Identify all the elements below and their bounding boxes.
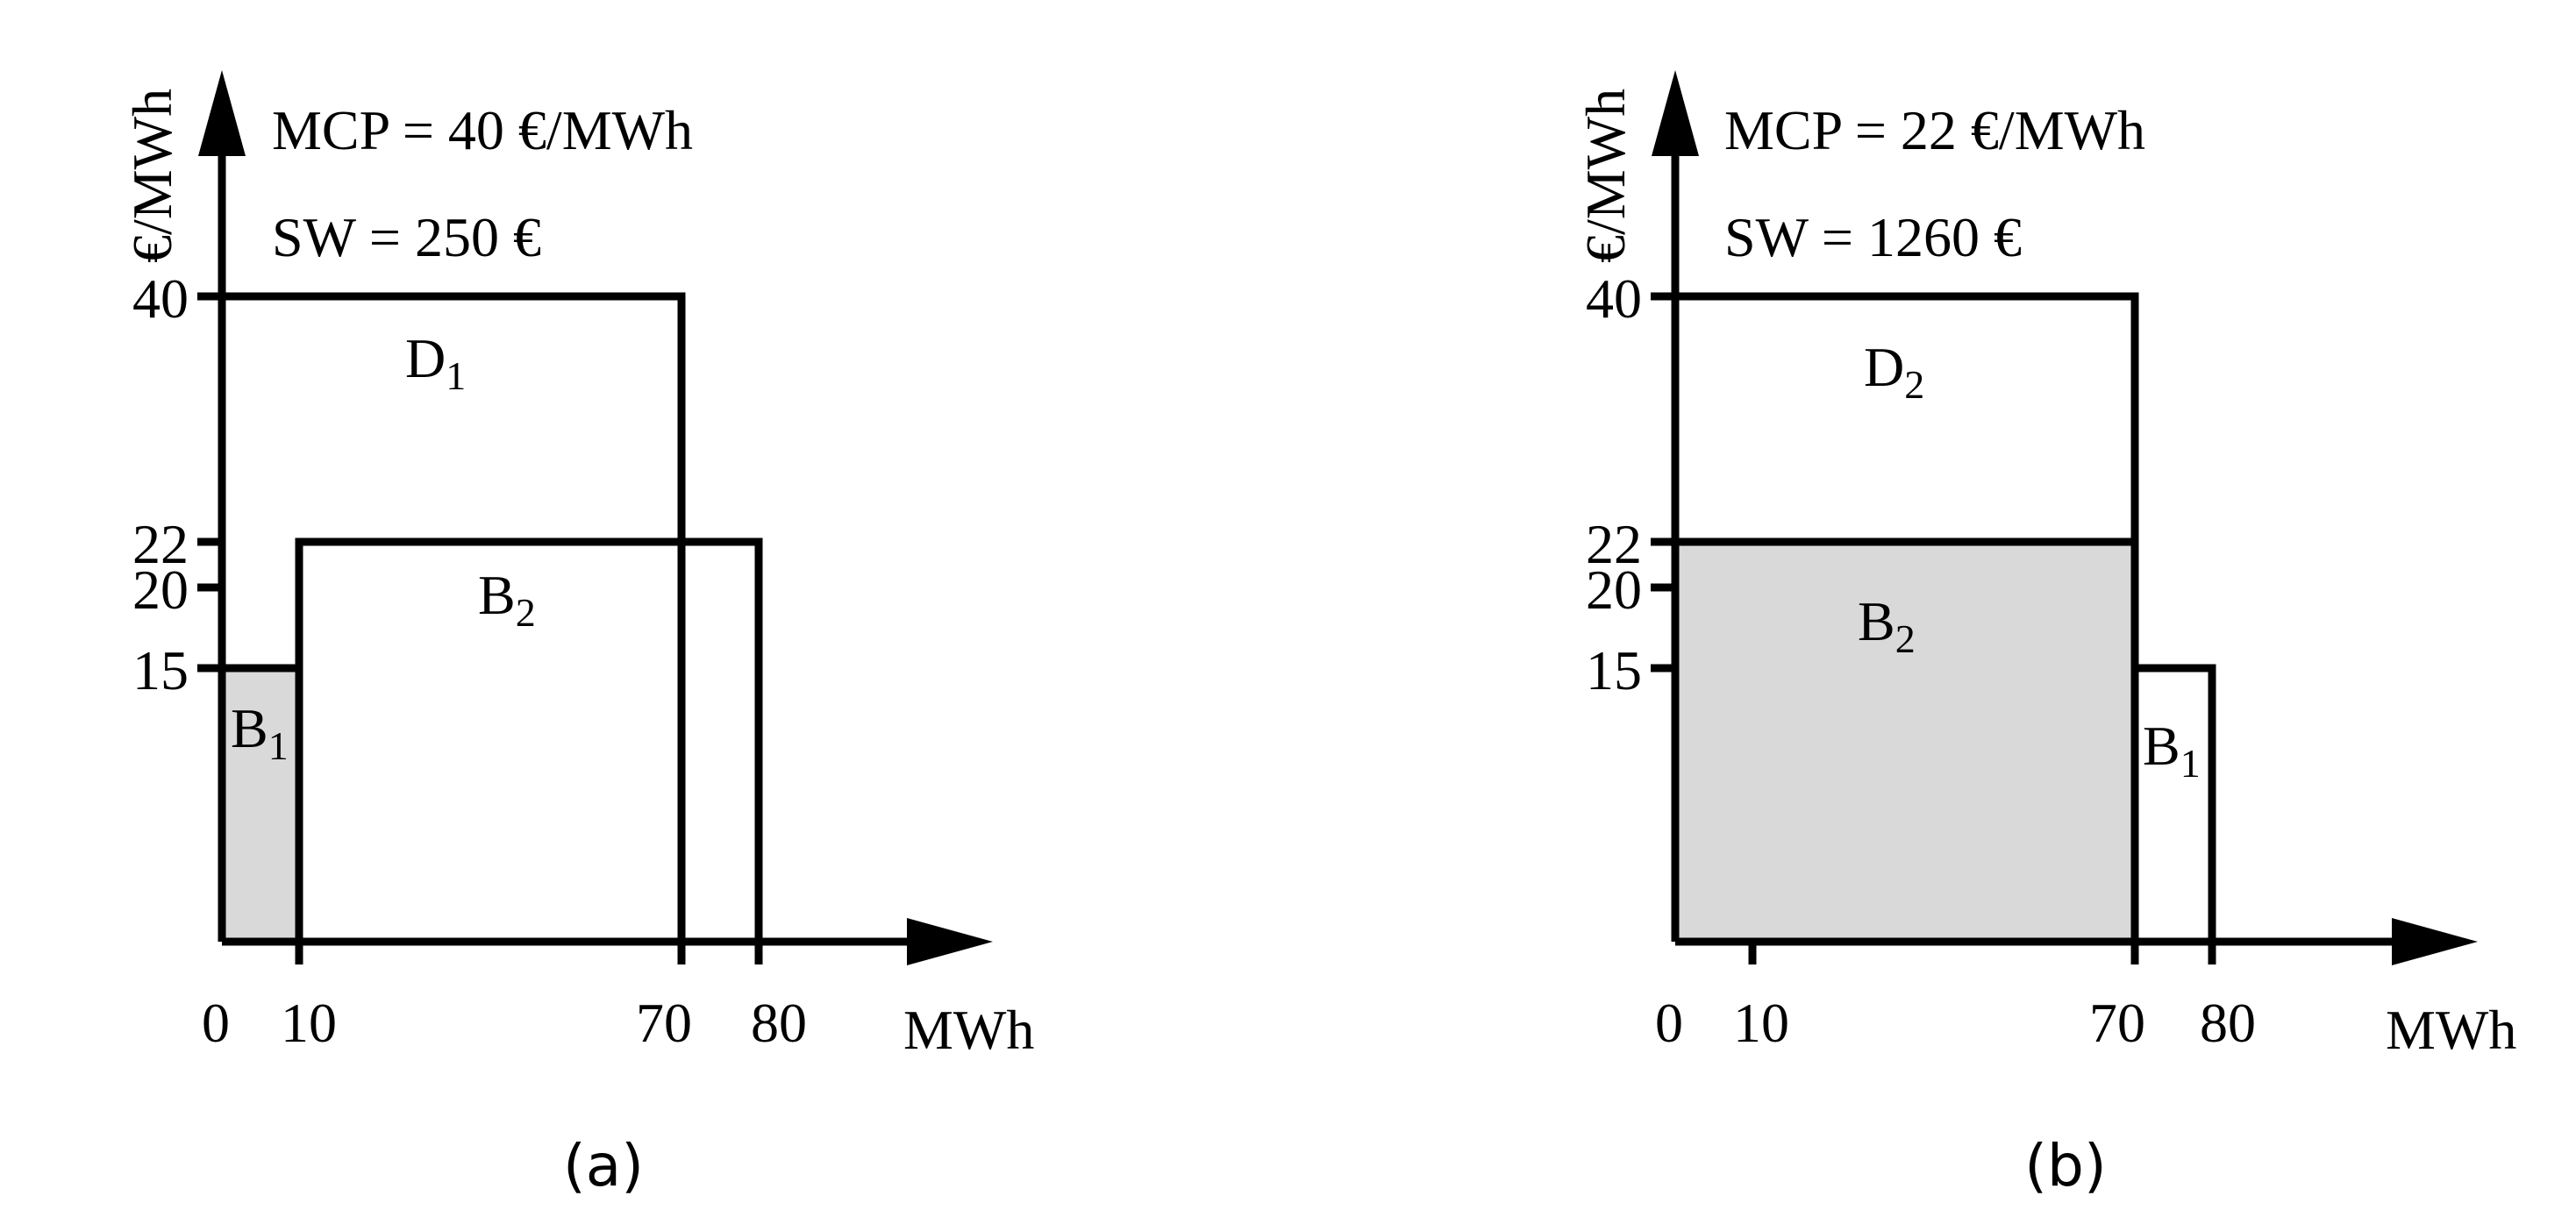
panel-b-y-axis-label: €/MWh [1574, 89, 1637, 263]
panel-a: 40 22 20 15 0 10 70 80 €/MWh MWh MCP = 4… [121, 70, 1034, 1199]
panel-a-y-tick-label-20: 20 [132, 559, 189, 621]
panel-a-x-tick-label-80: 80 [751, 992, 807, 1054]
panel-b-x-axis-label: MWh [2386, 999, 2516, 1061]
panel-b-b2-block-fill [1675, 542, 2135, 942]
panel-b-d2-block [1675, 292, 2139, 942]
panel-a-caption: (a) [563, 1132, 644, 1199]
panel-b-y-axis-arrow [1652, 70, 1699, 156]
panel-a-b2-label: B2 [478, 564, 536, 635]
panel-a-d1-block [222, 292, 686, 942]
panel-a-b1-block-fill [222, 668, 299, 942]
panel-b: 40 22 20 15 0 10 70 80 €/MWh MWh MCP = 2… [1574, 70, 2516, 1199]
panel-a-x-tick-label-70: 70 [636, 992, 692, 1054]
panel-b-y-tick-label-22: 22 [1586, 513, 1642, 575]
panel-a-y-axis-label: €/MWh [121, 89, 183, 263]
panel-b-b1-label: B1 [2143, 715, 2201, 786]
panel-b-y-tick-label-15: 15 [1586, 639, 1642, 701]
panel-a-y-axis-arrow [198, 70, 246, 156]
panel-a-x-tick-label-0: 0 [202, 992, 230, 1054]
panel-a-mcp-label: MCP = 40 €/MWh [272, 99, 693, 161]
panel-b-b2-label: B2 [1858, 590, 1916, 661]
panel-a-b2-block [295, 537, 763, 942]
panel-a-b1-label: B1 [231, 697, 289, 768]
panel-b-x-tick-label-70: 70 [2089, 992, 2145, 1054]
panel-b-x-tick-label-10: 10 [1733, 992, 1789, 1054]
panel-b-caption: (b) [2024, 1132, 2106, 1199]
panel-a-x-axis-label: MWh [903, 999, 1034, 1061]
panel-b-x-tick-label-80: 80 [2200, 992, 2256, 1054]
panel-b-y-tick-label-20: 20 [1586, 559, 1642, 621]
panel-b-y-tick-label-40: 40 [1586, 267, 1642, 330]
panel-a-sw-label: SW = 250 € [272, 206, 541, 268]
panel-b-b1-block [2135, 664, 2216, 942]
panel-b-x-tick-label-0: 0 [1655, 992, 1683, 1054]
panel-a-d1-label: D1 [405, 327, 466, 398]
panel-a-x-axis-arrow [907, 918, 993, 965]
panel-b-x-axis-arrow [2392, 918, 2478, 965]
panel-a-y-tick-label-40: 40 [132, 267, 189, 330]
panel-b-d2-label: D2 [1864, 336, 1924, 407]
panel-b-mcp-label: MCP = 22 €/MWh [1724, 99, 2145, 161]
panel-b-sw-label: SW = 1260 € [1724, 206, 2022, 268]
panel-a-x-tick-label-10: 10 [281, 992, 337, 1054]
panel-a-y-tick-label-22: 22 [132, 513, 189, 575]
panel-a-y-tick-label-15: 15 [132, 639, 189, 701]
